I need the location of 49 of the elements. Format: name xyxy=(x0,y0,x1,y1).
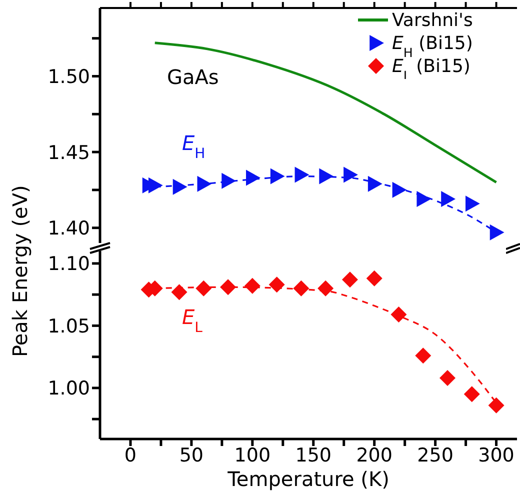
point xyxy=(171,284,188,300)
point xyxy=(268,276,285,293)
point xyxy=(148,177,163,194)
point xyxy=(415,348,432,364)
y-tick-label: 1.50 xyxy=(48,66,90,88)
point xyxy=(344,166,358,183)
y-tick-label: 1.45 xyxy=(48,142,90,164)
legend-label: E$_{H}$ (Bi15) xyxy=(392,33,473,60)
x-tick-label: 0 xyxy=(124,444,137,466)
point xyxy=(416,191,432,208)
y-tick-label: 1.10 xyxy=(48,253,90,276)
annotation: GaAs xyxy=(167,65,219,89)
point xyxy=(293,280,310,296)
x-tick-label: 50 xyxy=(179,444,204,466)
point xyxy=(392,182,407,198)
point xyxy=(222,172,236,189)
point xyxy=(342,272,358,288)
point xyxy=(490,224,504,240)
x-tick-label: 200 xyxy=(356,444,392,466)
point xyxy=(246,170,260,186)
point xyxy=(172,178,188,195)
x-tick-label: 150 xyxy=(295,444,332,466)
y-tick-label: 1.00 xyxy=(48,378,90,400)
point xyxy=(318,280,334,296)
y-axis-title: Peak Energy (eV) xyxy=(8,185,32,357)
point xyxy=(488,397,504,414)
point xyxy=(270,168,285,184)
point xyxy=(440,370,456,386)
point xyxy=(441,191,456,208)
annotation: E$_{L}$ xyxy=(182,305,203,336)
point xyxy=(464,386,480,402)
point xyxy=(220,279,236,296)
point xyxy=(368,176,382,192)
y-tick-label: 1.05 xyxy=(48,315,90,338)
point xyxy=(390,306,407,322)
legend-label: Varshni's xyxy=(392,10,473,31)
x-tick-label: 300 xyxy=(478,444,514,466)
x-tick-label: 100 xyxy=(234,444,271,466)
point xyxy=(197,176,212,192)
point xyxy=(244,278,260,294)
point xyxy=(319,168,334,184)
y-tick-label: 1.40 xyxy=(48,218,90,240)
point xyxy=(196,280,212,296)
point xyxy=(465,196,480,212)
point xyxy=(366,270,382,286)
x-axis-title: Temperature (K) xyxy=(226,467,390,491)
point xyxy=(294,166,310,183)
x-tick-label: 250 xyxy=(417,444,454,466)
annotation: E$_{H}$ xyxy=(182,131,206,162)
